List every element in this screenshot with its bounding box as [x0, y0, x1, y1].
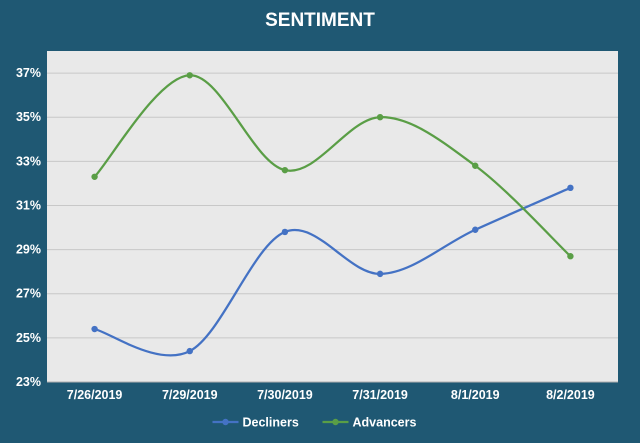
legend-label-advancers: Advancers	[353, 416, 417, 430]
legend-label-decliners: Decliners	[243, 416, 299, 430]
x-tick-label: 7/30/2019	[257, 388, 313, 402]
data-point-decliners	[567, 184, 574, 192]
data-point-advancers	[91, 173, 98, 180]
y-axis-ticks: 23% 25% 27% 29% 31% 33% 35% 37%	[16, 66, 41, 389]
y-tick-label: 25%	[16, 331, 41, 345]
data-point-advancers	[281, 166, 289, 174]
y-tick-label: 31%	[16, 198, 41, 212]
x-tick-label: 7/26/2019	[67, 388, 123, 402]
legend-marker-advancers	[332, 418, 339, 426]
data-point-decliners	[186, 347, 193, 355]
series-line-advancers	[93, 74, 572, 258]
y-tick-label: 37%	[16, 66, 41, 80]
data-point-advancers	[567, 253, 574, 260]
y-tick-label: 29%	[16, 243, 41, 257]
series-line-decliners	[94, 186, 571, 357]
legend-marker-decliners	[222, 418, 229, 426]
series-decliners	[91, 184, 574, 357]
series-layer	[91, 72, 574, 357]
data-point-decliners	[281, 228, 289, 236]
data-point-decliners	[91, 325, 98, 333]
data-point-decliners	[472, 226, 479, 233]
y-tick-label: 35%	[16, 110, 41, 124]
x-axis-ticks: 7/26/2019 7/29/2019 7/30/2019 7/31/2019 8/1/…	[67, 388, 595, 402]
legend: Decliners Advancers	[212, 416, 417, 430]
data-point-advancers	[376, 114, 384, 121]
x-tick-label: 7/31/2019	[352, 388, 408, 402]
y-tick-label: 27%	[16, 287, 41, 301]
data-point-decliners	[376, 270, 384, 278]
gridlines	[47, 72, 618, 383]
x-tick-label: 7/29/2019	[162, 388, 218, 402]
plot-area	[47, 51, 618, 382]
legend-entry-decliners: Decliners	[212, 416, 299, 430]
series-advancers	[91, 72, 574, 260]
data-point-advancers	[472, 162, 479, 169]
x-tick-label: 8/2/2019	[546, 388, 595, 402]
legend-entry-advancers: Advancers	[322, 416, 417, 430]
y-tick-label: 33%	[16, 154, 41, 168]
chart-title: SENTIMENT	[265, 10, 375, 31]
x-tick-label: 8/1/2019	[451, 388, 500, 402]
y-tick-label: 23%	[16, 375, 41, 389]
data-point-advancers	[186, 72, 193, 79]
